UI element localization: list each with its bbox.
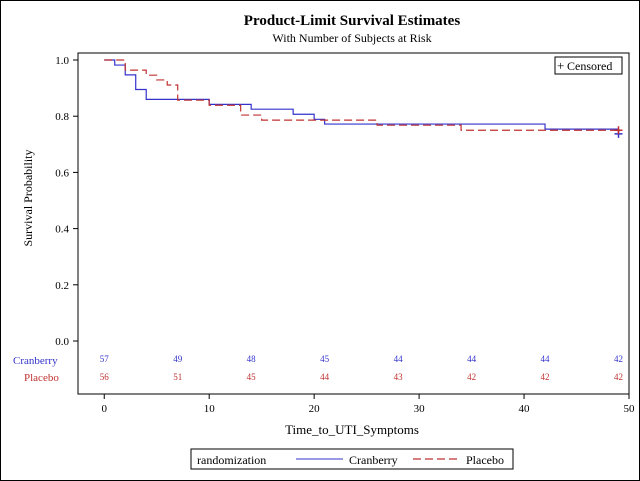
at-risk-value: 42 (614, 354, 623, 364)
at-risk-value: 42 (467, 372, 476, 382)
bottom-legend-box (190, 448, 514, 470)
y-tick-label: 0.2 (55, 280, 69, 292)
y-axis-label: Survival Probability (21, 150, 35, 247)
y-axis: 0.0 0.2 0.4 0.6 0.8 1.0 (55, 55, 78, 348)
chart-subtitle: With Number of Subjects at Risk (272, 31, 431, 45)
at-risk-label-placebo: Placebo (24, 372, 59, 384)
y-tick-label: 0.4 (55, 224, 69, 236)
at-risk-value: 45 (247, 372, 257, 382)
at-risk-value: 44 (320, 372, 330, 382)
x-tick-label: 50 (624, 403, 636, 415)
chart-title: Product-Limit Survival Estimates (244, 13, 461, 29)
at-risk-value: 57 (100, 354, 110, 364)
at-risk-value: 44 (467, 354, 477, 364)
at-risk-value: 48 (247, 354, 257, 364)
curve-placebo (104, 59, 619, 131)
curve-cranberry (104, 59, 620, 134)
y-tick-label: 0.8 (55, 111, 69, 123)
x-tick-label: 30 (414, 403, 426, 415)
censored-legend-box (554, 56, 623, 75)
at-risk-table: 57 49 48 45 44 44 44 42 56 51 45 44 43 42 42 42 (100, 354, 623, 382)
plot-area (77, 52, 630, 395)
at-risk-value: 49 (173, 354, 183, 364)
legend-title: randomization (197, 453, 266, 467)
censored-symbol: + (557, 58, 564, 73)
legend-label-placebo: Placebo (466, 453, 504, 467)
at-risk-value: 44 (541, 354, 551, 364)
y-tick-label: 0.0 (55, 336, 69, 348)
at-risk-value: 51 (173, 372, 182, 382)
y-tick-label: 1.0 (55, 55, 69, 67)
censor-marks (614, 126, 623, 138)
x-tick-label: 20 (309, 403, 321, 415)
x-tick-label: 10 (204, 403, 216, 415)
x-tick-label: 40 (519, 403, 531, 415)
at-risk-value: 42 (614, 372, 623, 382)
censor-mark-placebo (614, 126, 623, 135)
at-risk-value: 44 (394, 354, 404, 364)
x-axis: 0 10 20 30 40 50 (101, 394, 635, 415)
bottom-legend: randomization Cranberry Placebo (190, 448, 514, 470)
legend-label-cranberry: Cranberry (349, 453, 398, 467)
x-tick-label: 0 (101, 403, 107, 415)
censored-legend: + Censored (554, 56, 623, 75)
survival-curves (104, 59, 620, 134)
at-risk-value: 42 (541, 372, 550, 382)
at-risk-value: 45 (320, 354, 330, 364)
censored-legend-label: Censored (567, 59, 612, 73)
at-risk-value: 43 (394, 372, 404, 382)
x-axis-label: Time_to_UTI_Symptoms (285, 422, 419, 437)
at-risk-value: 56 (100, 372, 110, 382)
at-risk-label-cranberry: Cranberry (13, 355, 58, 367)
y-tick-label: 0.6 (55, 167, 69, 179)
